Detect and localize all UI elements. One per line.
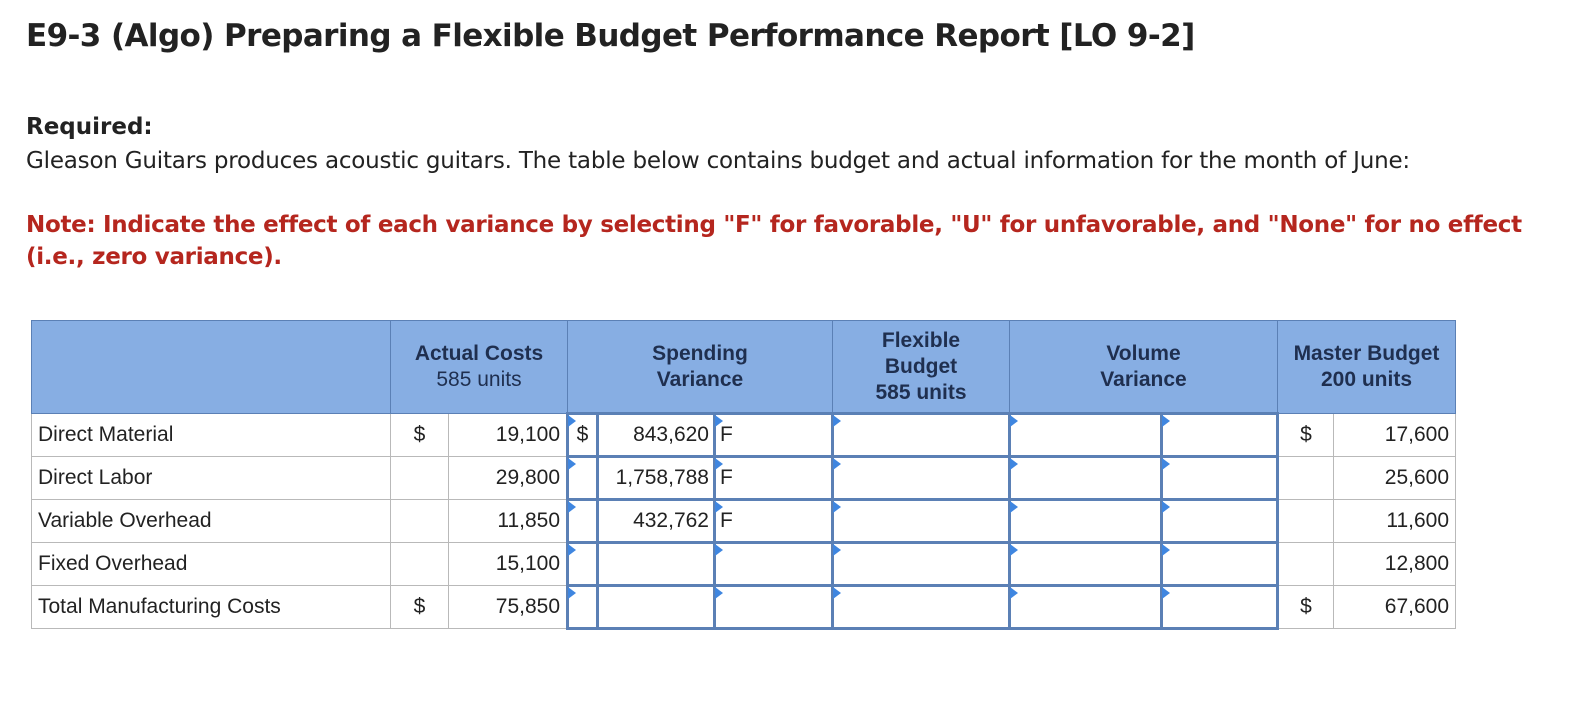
input-marker-icon [568, 415, 576, 427]
actual-dollar-sign [390, 499, 449, 543]
row-label: Fixed Overhead [31, 542, 391, 586]
header-label-blank [31, 320, 391, 414]
spending-effect-select[interactable] [713, 584, 834, 630]
flexible-budget-input[interactable] [831, 412, 1011, 458]
table-row-variable-overhead: Variable Overhead 11,850 432,762 F 11,60… [31, 498, 1456, 544]
volume-effect-select[interactable] [1160, 455, 1279, 501]
spending-effect-select[interactable]: F [713, 455, 834, 501]
page-title: E9-3 (Algo) Preparing a Flexible Budget … [26, 18, 1195, 54]
volume-variance-input[interactable] [1008, 584, 1163, 630]
input-marker-icon [1162, 501, 1170, 513]
master-dollar-sign: $ [1277, 413, 1334, 457]
master-dollar-sign [1277, 456, 1334, 500]
actual-cost-value: 19,100 [448, 413, 569, 457]
master-dollar-sign: $ [1277, 585, 1334, 629]
input-marker-icon [833, 415, 841, 427]
spending-effect-select[interactable] [713, 541, 834, 587]
master-dollar-sign [1277, 499, 1334, 543]
master-budget-value: 12,800 [1333, 542, 1456, 586]
input-marker-icon [1010, 458, 1018, 470]
row-label: Total Manufacturing Costs [31, 585, 391, 629]
master-budget-value: 17,600 [1333, 413, 1456, 457]
volume-variance-input[interactable] [1008, 455, 1163, 501]
header-flexible-budget: Flexible Budget 585 units [832, 320, 1010, 414]
volume-variance-input[interactable] [1008, 541, 1163, 587]
input-marker-icon [1010, 415, 1018, 427]
flexible-budget-input[interactable] [831, 498, 1011, 544]
actual-dollar-sign [390, 542, 449, 586]
spending-dollar-input[interactable] [566, 455, 599, 501]
input-marker-icon [1010, 587, 1018, 599]
header-master-budget: Master Budget 200 units [1277, 320, 1456, 414]
header-volume-variance: Volume Variance [1009, 320, 1278, 414]
spending-variance-input[interactable]: 1,758,788 [596, 455, 716, 501]
master-budget-value: 11,600 [1333, 499, 1456, 543]
input-marker-icon [1010, 501, 1018, 513]
input-marker-icon [568, 501, 576, 513]
input-marker-icon [833, 587, 841, 599]
header-row: Actual Costs 585 units Spending Variance… [31, 320, 1456, 414]
performance-report-table: Actual Costs 585 units Spending Variance… [31, 320, 1456, 630]
spending-dollar-input[interactable] [566, 584, 599, 630]
input-marker-icon [1162, 587, 1170, 599]
header-spending-variance: Spending Variance [567, 320, 833, 414]
master-budget-value: 25,600 [1333, 456, 1456, 500]
header-actual-costs: Actual Costs 585 units [390, 320, 568, 414]
actual-dollar-sign: $ [390, 585, 449, 629]
actual-dollar-sign: $ [390, 413, 449, 457]
flexible-budget-input[interactable] [831, 455, 1011, 501]
row-label: Variable Overhead [31, 499, 391, 543]
input-marker-icon [568, 587, 576, 599]
volume-variance-input[interactable] [1008, 412, 1163, 458]
input-marker-icon [568, 544, 576, 556]
row-label: Direct Material [31, 413, 391, 457]
input-marker-icon [568, 458, 576, 470]
volume-effect-select[interactable] [1160, 584, 1279, 630]
table-row-fixed-overhead: Fixed Overhead 15,100 12,800 [31, 541, 1456, 587]
input-marker-icon [833, 544, 841, 556]
input-marker-icon [1162, 415, 1170, 427]
row-label: Direct Labor [31, 456, 391, 500]
spending-variance-input[interactable]: 843,620 [596, 412, 716, 458]
note-text: Note: Indicate the effect of each varian… [26, 212, 1522, 270]
actual-cost-value: 75,850 [448, 585, 569, 629]
spending-dollar-input[interactable] [566, 498, 599, 544]
input-marker-icon [1162, 458, 1170, 470]
spending-effect-select[interactable]: F [713, 498, 834, 544]
flexible-budget-input[interactable] [831, 584, 1011, 630]
spending-effect-select[interactable]: F [713, 412, 834, 458]
input-marker-icon [715, 587, 723, 599]
volume-effect-select[interactable] [1160, 498, 1279, 544]
problem-text: Gleason Guitars produces acoustic guitar… [26, 148, 1410, 174]
spending-dollar-input[interactable] [566, 541, 599, 587]
table-row-direct-material: Direct Material $ 19,100 $ 843,620 F $ 1… [31, 412, 1456, 458]
volume-effect-select[interactable] [1160, 412, 1279, 458]
volume-variance-input[interactable] [1008, 498, 1163, 544]
spending-dollar-input[interactable]: $ [566, 412, 599, 458]
volume-effect-select[interactable] [1160, 541, 1279, 587]
master-dollar-sign [1277, 542, 1334, 586]
input-marker-icon [1162, 544, 1170, 556]
actual-cost-value: 15,100 [448, 542, 569, 586]
input-marker-icon [715, 501, 723, 513]
input-marker-icon [715, 544, 723, 556]
actual-dollar-sign [390, 456, 449, 500]
required-label: Required: [26, 114, 153, 140]
input-marker-icon [833, 501, 841, 513]
input-marker-icon [715, 458, 723, 470]
spending-variance-input[interactable] [596, 541, 716, 587]
actual-cost-value: 29,800 [448, 456, 569, 500]
actual-cost-value: 11,850 [448, 499, 569, 543]
spending-variance-input[interactable] [596, 584, 716, 630]
master-budget-value: 67,600 [1333, 585, 1456, 629]
table-row-total-manufacturing-costs: Total Manufacturing Costs $ 75,850 $ 67,… [31, 584, 1456, 630]
input-marker-icon [1010, 544, 1018, 556]
spending-variance-input[interactable]: 432,762 [596, 498, 716, 544]
input-marker-icon [715, 415, 723, 427]
input-marker-icon [833, 458, 841, 470]
table-row-direct-labor: Direct Labor 29,800 1,758,788 F 25,600 [31, 455, 1456, 501]
flexible-budget-input[interactable] [831, 541, 1011, 587]
